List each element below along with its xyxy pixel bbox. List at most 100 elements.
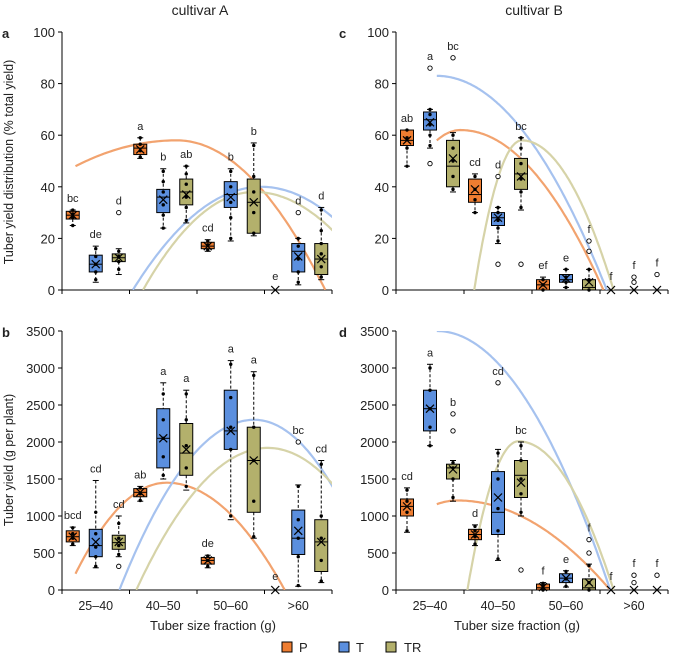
data-point — [184, 164, 188, 168]
y-tick-label: 1500 — [360, 472, 389, 487]
box-t-2: a — [223, 344, 238, 521]
outlier-point — [631, 279, 637, 285]
box-body — [291, 509, 306, 555]
mean-mark — [181, 190, 191, 199]
mean-mark — [249, 456, 259, 465]
data-point — [71, 526, 75, 530]
significance-letter: a — [183, 373, 190, 385]
box-tr-3: d — [314, 190, 329, 281]
significance-letter: a — [228, 344, 235, 356]
box-body — [423, 389, 437, 432]
box-tr-1: bc — [514, 425, 528, 573]
x-tick-label: 25–40 — [78, 599, 113, 613]
data-point — [451, 146, 455, 150]
data-point — [296, 244, 300, 248]
data-point — [138, 142, 142, 146]
significance-letter: e — [563, 252, 569, 264]
data-point — [428, 143, 432, 148]
data-point — [161, 418, 165, 422]
outlier-point — [116, 209, 122, 216]
box-t-3: f — [629, 558, 639, 595]
box-t-3: d — [291, 196, 306, 286]
data-point — [296, 236, 300, 241]
box-p-0: bcd — [64, 510, 82, 547]
y-tick-label: 1000 — [360, 509, 389, 524]
data-point — [117, 267, 121, 272]
data-point — [496, 210, 500, 215]
data-point — [252, 190, 256, 194]
box-tr-2: f — [582, 224, 596, 292]
xlabel-left: Tuber size fraction (g) — [150, 618, 276, 633]
curve-t — [118, 418, 332, 590]
box-t-0: a — [423, 347, 437, 448]
y-tick-label: 60 — [375, 128, 389, 143]
y-tick-label: 3000 — [26, 361, 55, 376]
data-point — [94, 270, 98, 274]
data-point — [252, 373, 256, 378]
data-point — [252, 425, 256, 429]
data-point — [138, 498, 142, 503]
significance-letter: d — [116, 196, 122, 208]
mean-mark — [448, 153, 458, 163]
mean-mark — [68, 210, 78, 220]
significance-letter: b — [160, 152, 166, 164]
box-p-2: f — [536, 566, 550, 592]
data-point — [161, 179, 165, 184]
box-p-0: bc — [65, 193, 80, 228]
mean-mark — [652, 285, 662, 295]
data-point — [229, 447, 233, 452]
data-point — [428, 425, 432, 429]
data-point — [94, 545, 98, 549]
data-point — [184, 172, 188, 176]
data-point — [541, 581, 545, 586]
box-t-1: b — [156, 152, 171, 230]
mean-mark — [470, 184, 480, 194]
curve-t — [436, 74, 608, 290]
mean-mark — [270, 285, 280, 295]
data-point — [161, 473, 165, 477]
data-point — [206, 554, 210, 558]
data-point — [161, 190, 165, 194]
significance-letter: d — [295, 196, 301, 208]
mean-mark — [538, 582, 548, 592]
data-point — [519, 190, 523, 194]
data-point — [229, 185, 233, 189]
y-tick-label: 2500 — [360, 398, 389, 413]
curve-p — [436, 499, 612, 590]
data-point — [184, 466, 188, 470]
box-tr-1: a — [179, 373, 194, 491]
data-point — [94, 254, 98, 259]
y-tick-label: 60 — [41, 128, 55, 143]
data-point — [405, 499, 409, 503]
data-point — [138, 155, 142, 159]
outlier-point — [518, 261, 524, 267]
significance-letter: b — [228, 152, 234, 164]
mean-mark — [91, 537, 101, 547]
data-point — [184, 218, 188, 223]
significance-letter: e — [272, 271, 278, 283]
mean-mark — [448, 464, 458, 474]
data-point — [428, 366, 432, 370]
significance-letter: bc — [67, 193, 79, 205]
mean-mark — [584, 277, 594, 287]
mean-mark — [516, 478, 526, 488]
y-tick-label: 1500 — [26, 472, 55, 487]
significance-letter: f — [587, 224, 591, 236]
outlier-point — [427, 65, 433, 71]
data-point — [161, 213, 165, 217]
data-point — [587, 563, 591, 568]
data-point — [296, 484, 300, 489]
data-point — [496, 529, 500, 533]
curve-tr — [473, 139, 615, 290]
outlier-point — [518, 567, 524, 573]
data-point — [206, 239, 210, 243]
box-body — [446, 139, 460, 188]
data-point — [428, 112, 432, 117]
significance-letter: cd — [90, 463, 102, 475]
data-point — [252, 499, 256, 503]
data-point — [206, 248, 210, 252]
outlier-point — [631, 274, 637, 280]
data-point — [184, 484, 188, 489]
